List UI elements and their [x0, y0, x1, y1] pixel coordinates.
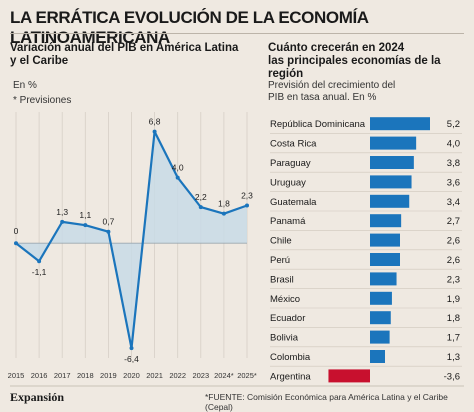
right-note-line-2: PIB en tasa anual. En %: [268, 92, 377, 103]
bar-value-label: 3,4: [447, 197, 460, 208]
bar-value-label: 1,7: [447, 333, 460, 344]
right-chart-note: Previsión del crecimiento del PIB en tas…: [268, 80, 395, 104]
bar: [370, 117, 430, 131]
line-data-label: -6,4: [124, 354, 139, 364]
bar: [370, 350, 385, 363]
left-chart-unit: En %: [13, 80, 37, 91]
bar-value-label: 3,6: [447, 177, 460, 188]
bar: [370, 194, 410, 208]
title-divider: [10, 33, 464, 34]
bar-category-label: Colombia: [270, 352, 311, 363]
line-data-label: 0: [14, 226, 19, 236]
line-data-label: 2,2: [195, 192, 207, 202]
bar-category-label: Guatemala: [270, 197, 317, 208]
line-x-tick-label: 2019: [100, 371, 117, 380]
right-subtitle-line-1: Cuánto crecerán en 2024: [268, 42, 405, 54]
line-x-tick-label: 2021: [146, 371, 163, 380]
bar-category-label: Costa Rica: [270, 139, 317, 150]
line-point: [152, 129, 157, 134]
line-x-tick-label: 2015: [8, 371, 25, 380]
right-chart-subtitle: Cuánto crecerán en 2024 las principales …: [268, 42, 474, 81]
bar: [370, 214, 402, 228]
bar: [370, 272, 397, 286]
right-note-line-1: Previsión del crecimiento del: [268, 80, 396, 91]
left-subtitle-line-2: y el Caribe: [10, 55, 69, 67]
bar-category-label: Ecuador: [270, 313, 305, 324]
bar-value-label: -3,6: [444, 371, 460, 382]
bar-category-label: Perú: [270, 255, 290, 266]
bar-category-label: Argentina: [270, 371, 311, 382]
line-x-tick-label: 2024*: [214, 371, 234, 380]
bar: [370, 233, 400, 247]
bar-value-label: 4,0: [447, 139, 460, 150]
bar: [328, 369, 370, 383]
bar: [370, 311, 391, 325]
source-note: *FUENTE: Comisión Económica para América…: [205, 392, 448, 412]
left-subtitle-line-1: Variación anual del PIB en América Latin…: [10, 42, 239, 54]
line-data-label: 1,3: [56, 207, 68, 217]
bar-value-label: 2,7: [447, 216, 460, 227]
bar-category-label: Brasil: [270, 274, 294, 285]
brand-logo: Expansión: [10, 390, 65, 404]
line-point: [175, 175, 180, 180]
bar-category-label: Uruguay: [270, 177, 306, 188]
right-subtitle-line-2: las principales economías de la región: [268, 55, 441, 80]
line-area: [16, 131, 247, 349]
line-data-label: 1,1: [79, 210, 91, 220]
bar-value-label: 2,6: [447, 236, 460, 247]
line-point: [14, 241, 18, 246]
bar: [370, 136, 417, 150]
line-data-label: 1,8: [218, 199, 230, 209]
bar: [370, 253, 400, 266]
page-title: LA ERRÁTICA EVOLUCIÓN DE LA ECONOMÍA LAT…: [10, 8, 369, 47]
bar: [370, 175, 412, 189]
bar-value-label: 1,9: [447, 294, 460, 305]
line-x-tick-label: 2016: [31, 371, 48, 380]
line-data-label: 6,8: [149, 117, 161, 127]
line-data-label: 4,0: [172, 163, 184, 173]
line-data-label: -1,1: [32, 267, 47, 277]
line-x-tick-label: 2022: [169, 371, 186, 380]
bar-value-label: 2,6: [447, 255, 460, 266]
line-x-tick-label: 2020: [123, 371, 140, 380]
left-chart-subtitle: Variación anual del PIB en América Latin…: [10, 42, 238, 68]
line-x-tick-label: 2023: [192, 371, 209, 380]
bar: [370, 156, 414, 169]
line-point: [198, 205, 203, 210]
bar-value-label: 1,8: [447, 313, 460, 324]
line-point: [245, 203, 249, 208]
left-chart-note: * Previsiones: [13, 95, 72, 106]
line-point: [221, 211, 226, 216]
line-data-label: 0,7: [102, 217, 114, 227]
line-x-tick-label: 2025*: [237, 371, 257, 380]
bar-value-label: 3,8: [447, 158, 460, 169]
line-x-tick-label: 2018: [77, 371, 94, 380]
line-point: [129, 346, 134, 351]
line-point: [60, 219, 65, 224]
bar-value-label: 2,3: [447, 274, 460, 285]
line-x-tick-label: 2017: [54, 371, 71, 380]
line-data-label: 2,3: [241, 190, 253, 200]
line-point: [37, 259, 42, 264]
bar-category-label: México: [270, 294, 300, 305]
bar-value-label: 5,2: [447, 119, 460, 130]
line-point: [83, 223, 88, 228]
bar: [370, 330, 390, 344]
bar-category-label: República Dominicana: [270, 119, 366, 130]
bar: [370, 291, 392, 305]
bar-category-label: Panamá: [270, 216, 306, 227]
bar-category-label: Bolivia: [270, 333, 299, 344]
bar-category-label: Paraguay: [270, 158, 311, 169]
bar-category-label: Chile: [270, 236, 292, 247]
line-point: [106, 229, 111, 234]
bar-value-label: 1,3: [447, 352, 460, 363]
